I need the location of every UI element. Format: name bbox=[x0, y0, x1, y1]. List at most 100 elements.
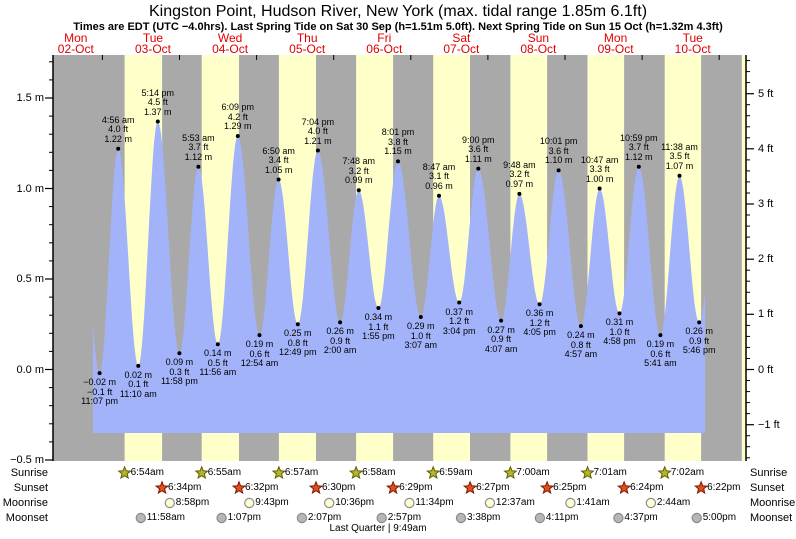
moonrise-moon-icon bbox=[645, 497, 657, 509]
tide-label-line: 1.21 m bbox=[304, 135, 332, 146]
tide-extreme-dot bbox=[116, 146, 121, 151]
sunrise-star-icon bbox=[194, 465, 209, 480]
day-date-label: 09-Oct bbox=[597, 42, 634, 56]
high-tide-label: 10:47 am 3.3 ft 1.00 m bbox=[568, 155, 632, 185]
tide-label-line: 1.11 m bbox=[464, 153, 492, 164]
day-date-label: 05-Oct bbox=[289, 42, 326, 56]
tide-extreme-dot bbox=[658, 333, 663, 338]
day-date-label: 03-Oct bbox=[134, 42, 171, 56]
tide-label-line: 0.8 ft bbox=[287, 337, 308, 348]
sunset-star-icon bbox=[539, 480, 555, 495]
tide-extreme-dot bbox=[597, 186, 602, 191]
tide-extreme-dot bbox=[376, 306, 381, 310]
sunrise-star-icon bbox=[271, 465, 287, 480]
tide-label-line: 0.8 ft bbox=[570, 339, 591, 350]
tide-label-line: 0.9 ft bbox=[330, 335, 351, 346]
tide-label-line: 3.3 ft bbox=[589, 164, 610, 174]
tide-label-line: 5:53 am bbox=[182, 132, 215, 143]
day-name-label: Thu bbox=[296, 31, 318, 45]
moonset-row-label-left: Moonset bbox=[5, 512, 48, 524]
sunset-star-icon bbox=[462, 480, 478, 495]
sunrise-time: 6:58am bbox=[362, 467, 396, 478]
tide-extreme-dot bbox=[177, 351, 182, 356]
low-tide-label: 0.34 m 1.1 ft 1:55 pm bbox=[346, 312, 410, 342]
sunset-star-icon bbox=[616, 480, 632, 495]
moonset-moon-icon bbox=[534, 512, 546, 524]
tide-label-line: 0.26 m bbox=[326, 326, 354, 337]
moonset-moon-icon bbox=[455, 512, 467, 524]
tide-label-line: 3.6 ft bbox=[468, 144, 489, 155]
tide-label-line: 3:07 am bbox=[404, 340, 438, 350]
moonset-moon-icon bbox=[216, 512, 227, 524]
low-tide-label: 0.37 m 1.2 ft 3:04 pm bbox=[427, 307, 491, 337]
sunset-time: 6:25pm bbox=[553, 482, 587, 493]
low-tide-label: 0.24 m 0.8 ft 4:57 am bbox=[549, 331, 613, 360]
sunrise-row-label-left: Sunrise bbox=[10, 467, 48, 479]
tide-extreme-dot bbox=[276, 177, 281, 182]
high-tide-label: 10:59 pm 3.7 ft 1.12 m bbox=[607, 133, 671, 163]
tide-label-line: 0.19 m bbox=[646, 339, 675, 350]
sunset-time: 6:29pm bbox=[399, 482, 433, 493]
moonrise-time: 1:41am bbox=[576, 497, 610, 508]
moonset-time: 4:37pm bbox=[624, 512, 658, 523]
tide-label-line: 5:14 pm bbox=[141, 87, 175, 98]
moonset-time: 2:07pm bbox=[307, 512, 342, 523]
tide-extreme-dot bbox=[295, 322, 300, 327]
tide-extreme-dot bbox=[315, 148, 320, 153]
tide-label-line: 9:48 am bbox=[503, 159, 536, 170]
sunrise-star-icon bbox=[657, 465, 672, 480]
moonset-time: 1:07pm bbox=[227, 512, 261, 523]
moonset-moon-icon bbox=[135, 512, 146, 524]
tide-label-line: 0.19 m bbox=[245, 339, 274, 350]
tide-label-line: 0.97 m bbox=[505, 178, 534, 189]
tide-label-line: 4:58 pm bbox=[603, 336, 636, 347]
tide-label-line: 3.5 ft bbox=[669, 151, 690, 162]
tide-label-line: 1.00 m bbox=[585, 173, 614, 184]
day-name-label: Sat bbox=[452, 31, 471, 45]
tide-label-line: 1.12 m bbox=[184, 151, 213, 162]
sunrise-time: 7:02am bbox=[670, 467, 705, 478]
sunset-star-icon bbox=[693, 480, 709, 495]
tide-label-line: 4.2 ft bbox=[227, 111, 248, 122]
tide-label-line: 0.1 ft bbox=[128, 379, 149, 390]
tide-label-line: 0.3 ft bbox=[169, 366, 190, 377]
tide-extreme-dot bbox=[499, 318, 504, 323]
tide-label-line: 0.6 ft bbox=[650, 348, 671, 359]
moonrise-time: 12:37am bbox=[495, 497, 535, 508]
day-name-label: Tue bbox=[142, 31, 164, 45]
high-tide-label: 11:38 am 3.5 ft 1.07 m bbox=[648, 141, 712, 172]
sunrise-time: 6:55am bbox=[207, 467, 242, 478]
moonrise-moon-icon bbox=[164, 497, 175, 509]
tide-label-line: 0.24 m bbox=[567, 330, 595, 341]
tide-extreme-dot bbox=[338, 320, 343, 325]
day-date-label: 06-Oct bbox=[366, 42, 403, 56]
high-tide-label: 9:48 am 3.2 ft 0.97 m bbox=[487, 159, 551, 190]
moonrise-moon-icon bbox=[404, 497, 415, 509]
tide-label-line: 5:41 am bbox=[644, 358, 677, 369]
tide-extreme-dot bbox=[537, 302, 542, 307]
sunrise-star-icon bbox=[425, 465, 441, 480]
sunset-star-icon bbox=[154, 480, 170, 495]
low-tide-label: 0.31 m 1.0 ft 4:58 pm bbox=[588, 318, 652, 347]
tide-label-line: 1:55 pm bbox=[362, 331, 395, 341]
tide-label-line: 0.9 ft bbox=[689, 335, 710, 346]
tide-label-line: 11:38 am bbox=[661, 141, 698, 152]
tide-extreme-dot bbox=[517, 191, 522, 196]
tide-label-line: 0.36 m bbox=[525, 308, 554, 319]
tide-extreme-dot bbox=[697, 320, 702, 325]
tide-label-line: 5:46 pm bbox=[682, 345, 716, 356]
tide-extreme-dot bbox=[578, 324, 583, 329]
sunset-star-icon bbox=[231, 480, 247, 495]
tide-label-line: 8:01 pm bbox=[381, 127, 415, 138]
tide-label-line: 3.2 ft bbox=[348, 165, 369, 176]
sunrise-time: 7:01am bbox=[593, 467, 627, 478]
tide-label-line: 4:56 am bbox=[101, 114, 135, 125]
moonrise-row-label-right: Moonrise bbox=[750, 497, 796, 509]
tide-label-line: 1.2 ft bbox=[449, 316, 470, 326]
low-tide-label: 0.19 m 0.6 ft 12:54 am bbox=[228, 340, 292, 369]
tide-extreme-dot bbox=[396, 159, 400, 164]
sunset-star-icon bbox=[308, 480, 324, 495]
tide-extreme-dot bbox=[437, 193, 441, 198]
moonrise-moon-icon bbox=[484, 497, 496, 509]
